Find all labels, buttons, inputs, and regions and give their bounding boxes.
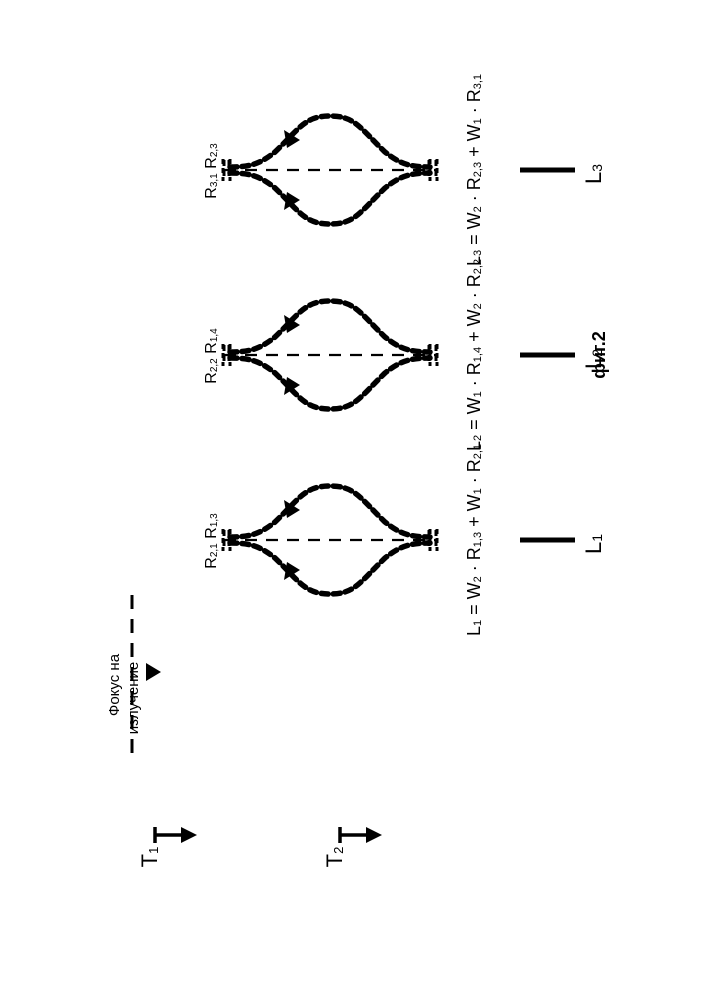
L3-R-left: R2,3 xyxy=(203,143,220,169)
L2-lower-curve xyxy=(230,358,430,409)
L1-equation: L1 = W2 · R1,3 + W1 · R2,1 xyxy=(464,444,484,636)
svg-text:R1,4: R1,4 xyxy=(203,328,220,354)
t2-label: T2 xyxy=(322,847,347,868)
svg-text:R2,2: R2,2 xyxy=(203,358,220,384)
svg-text:излучение: излучение xyxy=(125,662,142,735)
figure-caption: фиг.2 xyxy=(589,331,609,379)
L1-R-left: R1,3 xyxy=(203,513,220,539)
t2-arrow-head xyxy=(366,827,382,843)
L3-equation: L3 = W2 · R2,3 + W1 · R3,1 xyxy=(464,74,484,266)
L1-upper-curve xyxy=(230,486,430,537)
L1-lower-curve xyxy=(230,543,430,594)
svg-text:T2: T2 xyxy=(322,847,347,868)
L3-lower-curve xyxy=(230,173,430,224)
focus-marker xyxy=(146,663,161,681)
svg-text:R1,3: R1,3 xyxy=(203,513,220,539)
focus-label-1: Фокус на xyxy=(106,653,123,716)
L1-label: L1 xyxy=(581,534,606,554)
L3-label: L3 xyxy=(581,164,606,184)
svg-text:L3: L3 xyxy=(581,164,606,184)
L3-R-right: R3,1 xyxy=(203,173,220,199)
svg-text:T1: T1 xyxy=(137,847,162,868)
focus-label-2: излучение xyxy=(125,662,142,735)
svg-text:Фокус на: Фокус на xyxy=(106,653,123,716)
svg-text:R3,1: R3,1 xyxy=(203,173,220,199)
L2-equation: L2 = W1 · R1,4 + W2 · R2,2 xyxy=(464,259,484,451)
svg-text:L1: L1 xyxy=(581,534,606,554)
svg-text:R2,3: R2,3 xyxy=(203,143,220,169)
L2-R-right: R2,2 xyxy=(203,358,220,384)
L2-R-left: R1,4 xyxy=(203,328,220,354)
figure-svg: Фокус наизлучение T1 T2 R1,3 R2,1 R1,4 R2,2 R2,… xyxy=(0,0,707,1000)
t1-label: T1 xyxy=(137,847,162,868)
t1-arrow-head xyxy=(181,827,197,843)
svg-text:R2,1: R2,1 xyxy=(203,543,220,569)
figure-canvas: Фокус наизлучение T1 T2 R1,3 R2,1 R1,4 R2,2 R2,… xyxy=(0,0,707,1000)
L1-R-right: R2,1 xyxy=(203,543,220,569)
svg-text:фиг.2: фиг.2 xyxy=(589,331,609,379)
svg-text:L3 = W2 · R2,3 + W1 · R3,1: L3 = W2 · R2,3 + W1 · R3,1 xyxy=(464,74,484,266)
svg-text:L1 = W2 · R1,3 + W1 · R2,1: L1 = W2 · R1,3 + W1 · R2,1 xyxy=(464,444,484,636)
L2-upper-curve xyxy=(230,301,430,352)
svg-text:L2 = W1 · R1,4 + W2 · R2,2: L2 = W1 · R1,4 + W2 · R2,2 xyxy=(464,259,484,451)
L3-upper-curve xyxy=(230,116,430,167)
